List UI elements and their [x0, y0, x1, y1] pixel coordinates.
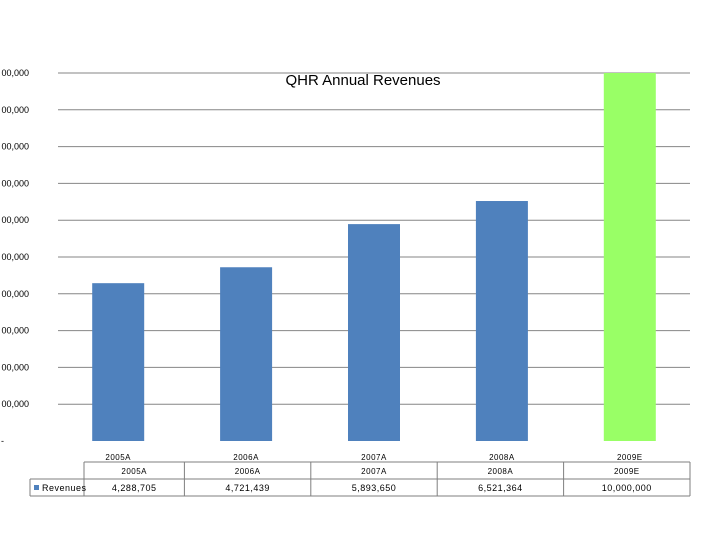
bar-2009E: [603, 73, 656, 441]
data-table: Revenues 2005A 4,288,705 2006A 4,721,439 2007…: [29, 461, 691, 497]
y-tick-label: 00,000: [1, 399, 29, 409]
bars: [92, 73, 656, 441]
x-category-label: 2006A: [233, 453, 259, 462]
legend-label-revenues: Revenues: [42, 483, 87, 493]
bar-2008A: [475, 201, 528, 441]
x-axis-category-labels: 2005A 2006A 2007A 2008A 2009E: [105, 453, 642, 462]
y-tick-label: 00,000: [1, 68, 29, 78]
bar-2007A: [348, 224, 400, 441]
chart-title: QHR Annual Revenues: [285, 72, 440, 89]
table-value-cell: 6,521,364: [478, 483, 523, 493]
table-header-cell: 2007A: [361, 467, 387, 476]
x-category-label: 2009E: [617, 453, 643, 462]
y-tick-label: 00,000: [1, 252, 29, 262]
table-value-cell: 10,000,000: [602, 483, 652, 493]
y-axis-tick-labels: - 00,000 00,000 00,000 00,000 00,000 00,000 00,…: [1, 68, 29, 446]
y-tick-label: 00,000: [1, 142, 29, 152]
y-tick-label: 00,000: [1, 362, 29, 372]
bar-2006A: [220, 267, 273, 441]
x-category-label: 2008A: [489, 453, 515, 462]
legend-key-revenues: [34, 485, 39, 490]
table-header-cell: 2006A: [235, 467, 261, 476]
y-tick-label: 00,000: [1, 326, 29, 336]
y-tick-label: 00,000: [1, 215, 29, 225]
y-tick-label: -: [1, 436, 4, 446]
table-value-cell: 4,288,705: [112, 483, 157, 493]
table-header-cell: 2005A: [121, 467, 147, 476]
x-category-label: 2005A: [105, 453, 131, 462]
bar-2005A: [92, 283, 145, 441]
x-category-label: 2007A: [361, 453, 387, 462]
table-header-cell: 2008A: [488, 467, 514, 476]
table-value-cell: 4,721,439: [225, 483, 270, 493]
table-header-cell: 2009E: [614, 467, 640, 476]
table-value-cell: 5,893,650: [352, 483, 397, 493]
y-tick-label: 00,000: [1, 105, 29, 115]
y-tick-label: 00,000: [1, 178, 29, 188]
y-tick-label: 00,000: [1, 289, 29, 299]
